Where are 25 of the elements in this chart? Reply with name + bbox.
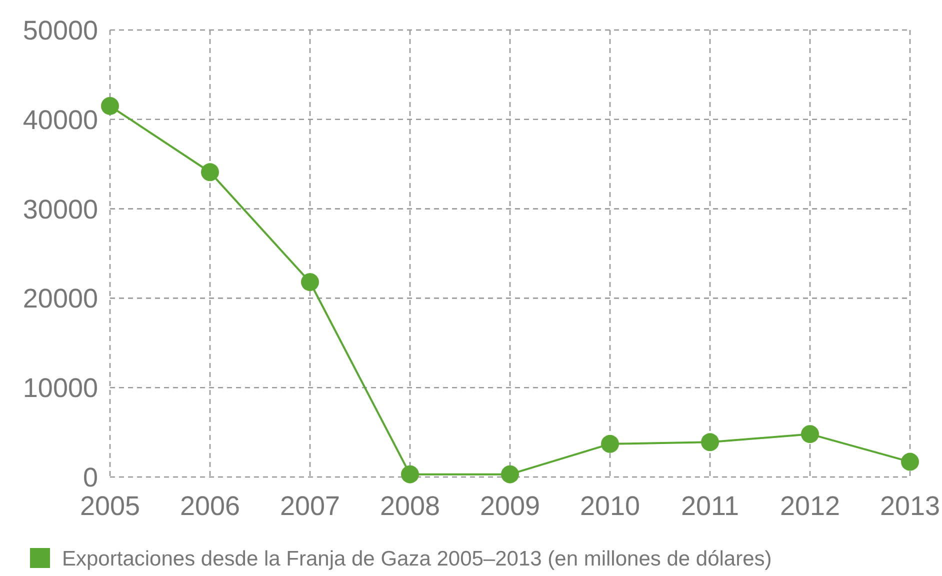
point xyxy=(501,465,519,484)
x-tick-label: 2011 xyxy=(680,491,740,521)
y-tick-label: 0 xyxy=(82,462,98,492)
point xyxy=(301,273,319,292)
point xyxy=(801,425,819,444)
point xyxy=(101,96,119,115)
y-tick-label: 40000 xyxy=(22,104,98,135)
x-tick-label: 2008 xyxy=(380,491,440,521)
y-tick-label: 20000 xyxy=(22,284,98,314)
legend-label: Exportaciones desde la Franja de Gaza 2005–2013 (en millones de dólares) xyxy=(62,547,772,570)
y-tick-label: 30000 xyxy=(22,194,98,224)
point xyxy=(601,434,619,453)
point xyxy=(201,163,219,182)
y-tick-label: 50000 xyxy=(22,15,98,46)
point xyxy=(901,452,919,471)
x-tick-label: 2009 xyxy=(480,491,540,521)
x-tick-label: 2013 xyxy=(880,491,940,521)
x-tick-label: 2006 xyxy=(180,491,240,521)
point xyxy=(701,433,719,452)
x-tick-label: 2012 xyxy=(780,491,840,521)
y-tick-label: 10000 xyxy=(22,373,98,404)
x-tick-label: 2005 xyxy=(80,491,140,521)
x-tick-label: 2010 xyxy=(580,491,640,521)
point xyxy=(401,465,419,484)
x-tick-label: 2007 xyxy=(280,491,340,521)
